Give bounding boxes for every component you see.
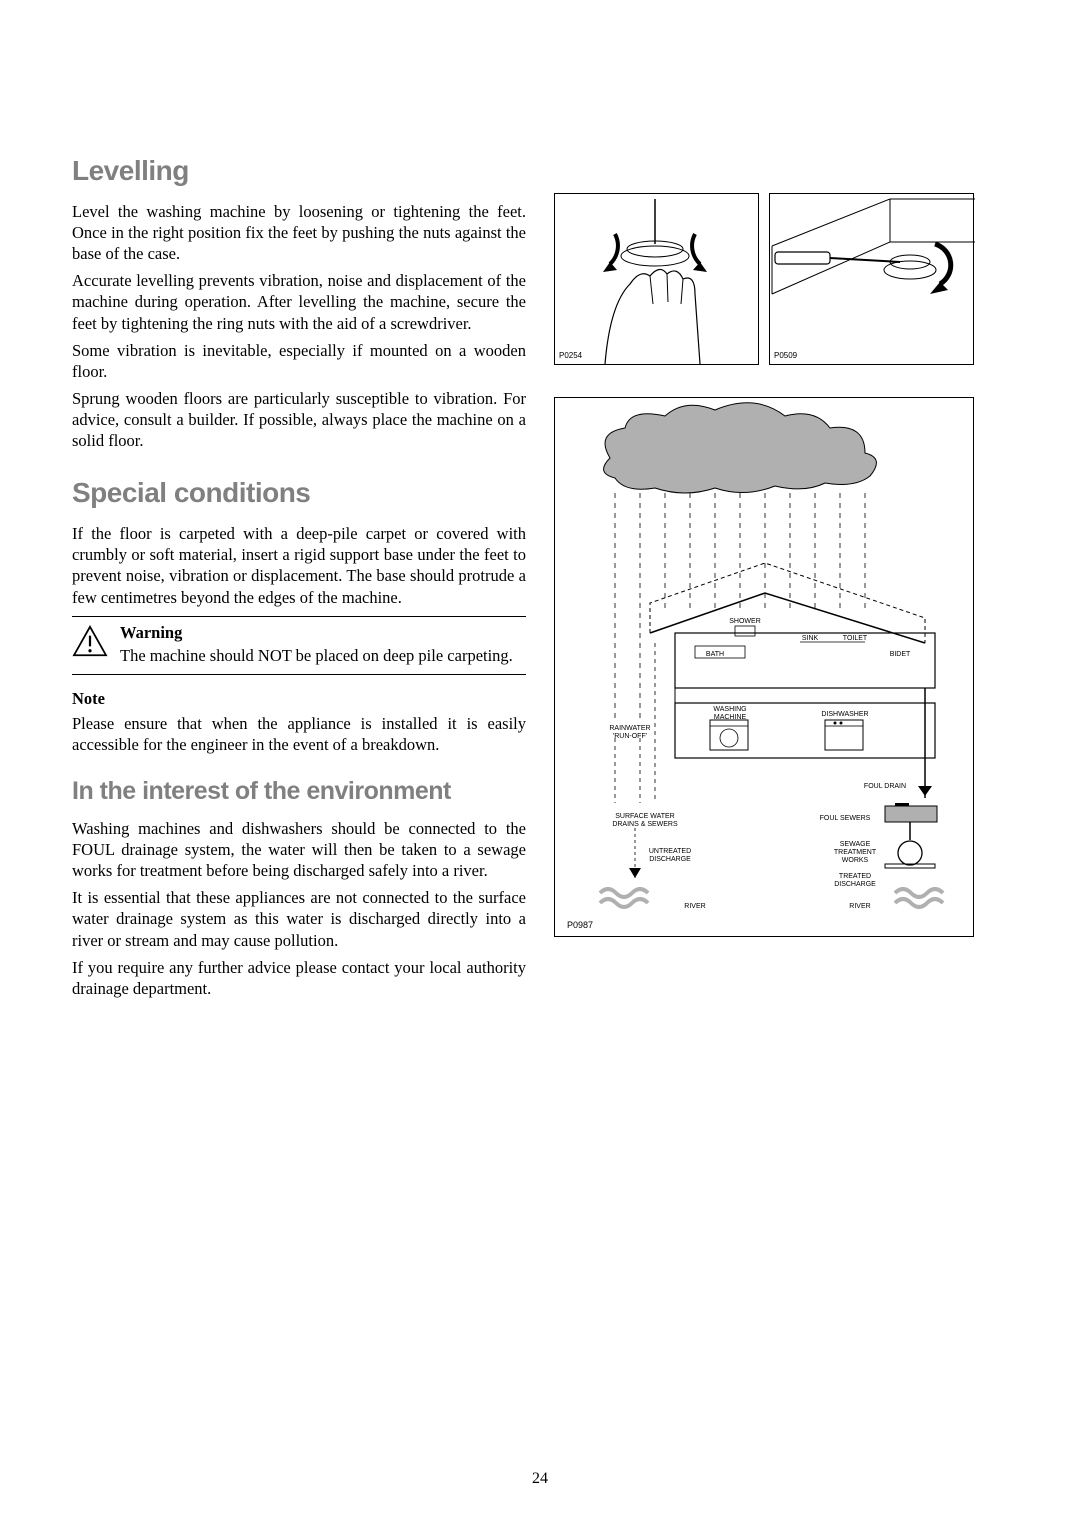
levelling-p4: Sprung wooden floors are particularly su… (72, 388, 526, 451)
warning-box: Warning The machine should NOT be placed… (72, 616, 526, 675)
levelling-p1: Level the washing machine by loosening o… (72, 201, 526, 264)
special-p1: If the floor is carpeted with a deep-pil… (72, 523, 526, 607)
levelling-p3: Some vibration is inevitable, especially… (72, 340, 526, 382)
label-river2: RIVER (849, 903, 870, 910)
label-bath: BATH (706, 651, 724, 658)
label-sewage-works: SEWAGETREATMENTWORKS (834, 841, 877, 864)
levelling-figures-row: P0254 (554, 193, 1008, 365)
figure-p0509: P0509 (769, 193, 974, 365)
label-bidet: BIDET (890, 651, 911, 658)
label-washing-machine: WASHINGMACHINE (713, 706, 746, 721)
page-number: 24 (532, 1470, 548, 1488)
label-river1: RIVER (684, 903, 705, 910)
warning-title: Warning (120, 623, 526, 643)
warning-triangle-icon (72, 625, 108, 657)
figure-label-p0509: P0509 (774, 351, 797, 360)
figure-label-p0254: P0254 (559, 351, 582, 360)
label-toilet: TOILET (843, 635, 868, 642)
label-foul-sewers: FOUL SEWERS (820, 815, 871, 822)
env-p1: Washing machines and dishwashers should … (72, 818, 526, 881)
env-p3: If you require any further advice please… (72, 957, 526, 999)
right-column: P0254 (554, 155, 1008, 1019)
label-shower: SHOWER (729, 618, 761, 625)
figure-p0254: P0254 (554, 193, 759, 365)
note-text: Please ensure that when the appliance is… (72, 713, 526, 755)
env-p2: It is essential that these appliances ar… (72, 887, 526, 950)
label-sink: SINK (802, 635, 819, 642)
warning-text: The machine should NOT be placed on deep… (120, 645, 526, 666)
note-title: Note (72, 689, 526, 709)
levelling-hand-illustration (555, 194, 760, 366)
label-surface-water: SURFACE WATERDRAINS & SEWERS (612, 813, 678, 828)
label-rainwater: RAINWATER'RUN-OFF' (609, 725, 650, 740)
environment-heading: In the interest of the environment (72, 777, 526, 806)
label-treated: TREATEDDISCHARGE (834, 873, 876, 888)
label-dishwasher: DISHWASHER (821, 711, 868, 718)
screwdriver-foot-illustration (770, 194, 975, 366)
environment-section: In the interest of the environment Washi… (72, 777, 526, 999)
label-foul-drain: FOUL DRAIN (864, 783, 906, 790)
levelling-heading: Levelling (72, 155, 526, 187)
label-untreated: UNTREATEDDISCHARGE (649, 848, 691, 863)
levelling-p2: Accurate levelling prevents vibration, n… (72, 270, 526, 333)
special-heading: Special conditions (72, 477, 526, 509)
left-column: Levelling Level the washing machine by l… (72, 155, 526, 1019)
figure-label-p0987: P0987 (567, 920, 593, 930)
levelling-section: Levelling Level the washing machine by l… (72, 155, 526, 451)
special-conditions-section: Special conditions If the floor is carpe… (72, 477, 526, 755)
environment-diagram: SHOWER SINK TOILET BATH BIDET WASHINGMAC… (554, 397, 974, 937)
